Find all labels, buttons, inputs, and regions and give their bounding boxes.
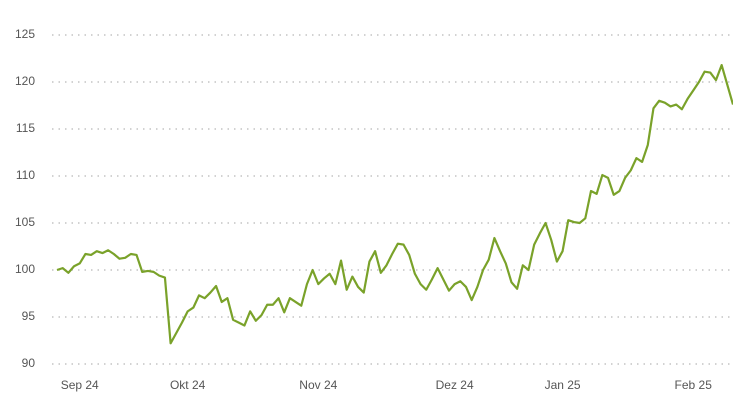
x-tick-label: Sep 24	[61, 378, 99, 392]
x-tick-label: Dez 24	[436, 378, 474, 392]
y-tick-label: 95	[22, 309, 36, 323]
y-tick-label: 100	[15, 262, 35, 276]
x-tick-label: Feb 25	[675, 378, 713, 392]
x-tick-label: Okt 24	[170, 378, 206, 392]
x-tick-label: Nov 24	[299, 378, 337, 392]
y-tick-label: 110	[16, 168, 35, 182]
y-tick-label: 120	[15, 74, 35, 88]
y-tick-label: 125	[15, 27, 35, 41]
price-line	[56, 63, 733, 345]
y-tick-label: 115	[16, 121, 35, 135]
y-tick-label: 105	[15, 215, 35, 229]
x-tick-label: Jan 25	[545, 378, 581, 392]
y-tick-label: 90	[22, 356, 36, 370]
